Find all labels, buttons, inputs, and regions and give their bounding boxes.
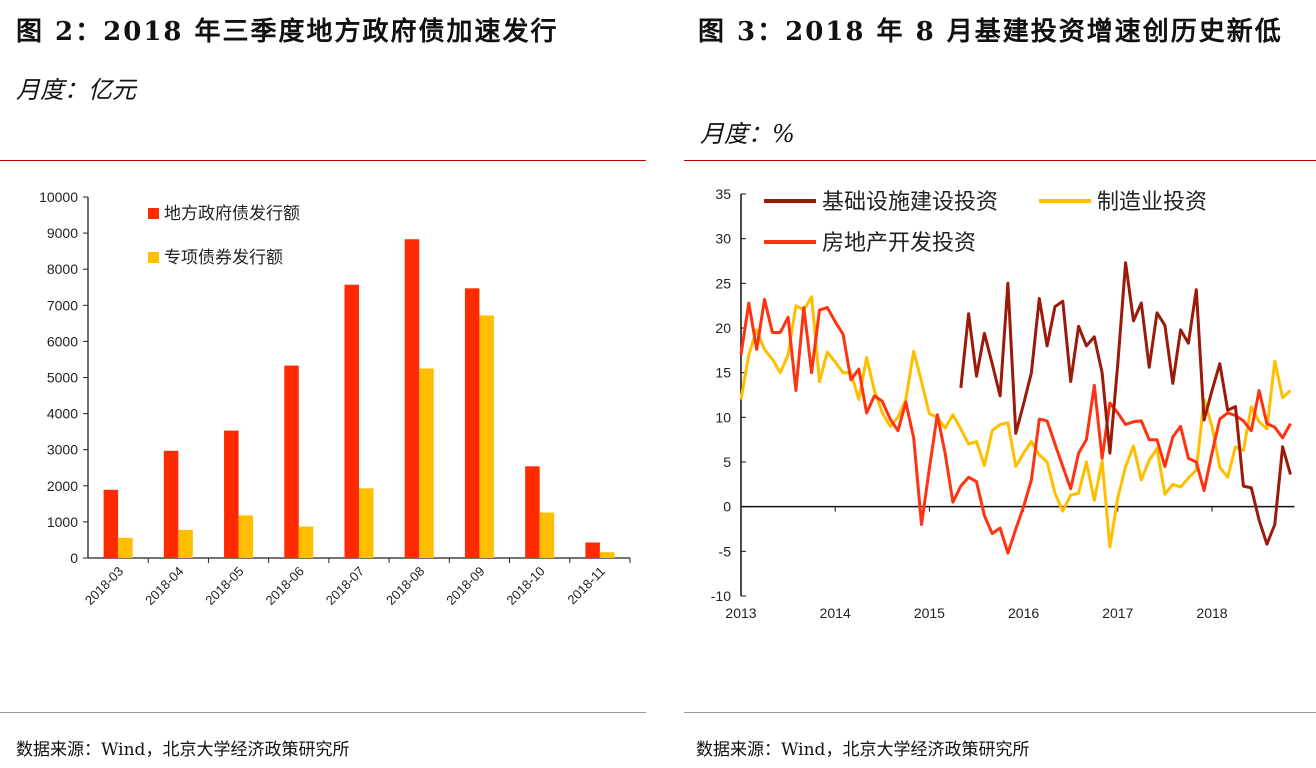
bar-local-gov-bond: [163, 450, 179, 558]
x-tick-label: 2018-08: [383, 564, 427, 608]
bar-special-bond: [539, 512, 555, 558]
bar-local-gov-bond: [344, 284, 359, 558]
bar-local-gov-bond: [103, 489, 119, 558]
y-tick-label: 2000: [47, 478, 78, 494]
figure-source: 数据来源：Wind，北京大学经济政策研究所: [16, 740, 350, 760]
x-tick-label: 2018-09: [443, 564, 487, 608]
bar-special-bond: [359, 488, 374, 558]
x-tick-label: 2018-04: [142, 564, 186, 608]
y-tick-label: 35: [715, 186, 731, 202]
x-tick-label: 2015: [914, 605, 945, 621]
line-chart: -10 -5 0 5 10 15 20 25 30 35 2013 2014 2015 2016 2017 2…: [711, 186, 1295, 621]
y-tick-label: 3000: [47, 442, 78, 458]
bar-special-bond: [118, 537, 133, 558]
y-tick-label: 0: [70, 550, 78, 566]
bar-local-gov-bond: [284, 365, 299, 558]
bar-special-bond: [238, 515, 254, 558]
figure-title: 图 3：2018 年 8 月基建投资增速创历史新低: [698, 17, 1283, 47]
y-tick-label: 5: [723, 454, 731, 470]
y-tick-label: 5000: [47, 370, 78, 386]
legend-label: 基础设施建设投资: [822, 189, 998, 214]
x-tick-label: 2017: [1102, 605, 1133, 621]
y-tick-label: 7000: [47, 297, 78, 313]
y-tick-label: 30: [715, 231, 731, 247]
bar-local-gov-bond: [585, 542, 600, 558]
legend-label: 地方政府债发行额: [164, 204, 300, 223]
y-tick-label: 20: [715, 320, 731, 336]
x-tick-label: 2018-05: [202, 564, 246, 608]
x-tick-label: 2018-11: [564, 564, 608, 608]
y-tick-label: -10: [711, 588, 731, 604]
x-tick-label: 2018-06: [263, 564, 307, 608]
series-line: [739, 297, 1292, 555]
bar-special-bond: [178, 529, 193, 558]
x-tick-label: 2014: [820, 605, 851, 621]
x-tick-label: 2016: [1008, 605, 1039, 621]
source-divider: [684, 712, 1316, 713]
bar-special-bond: [298, 526, 314, 558]
figure-source: 数据来源：Wind，北京大学经济政策研究所: [696, 740, 1030, 760]
source-divider: [0, 712, 646, 713]
x-tick-label: 2013: [725, 605, 756, 621]
y-tick-label: 0: [723, 499, 731, 515]
bar-local-gov-bond: [525, 466, 540, 558]
legend-label: 制造业投资: [1097, 189, 1207, 214]
y-tick-label: 15: [715, 365, 731, 381]
series-line: [739, 295, 1292, 549]
series-line: [959, 261, 1292, 546]
title-divider: [0, 160, 646, 161]
x-tick-label: 2018-10: [503, 564, 547, 608]
bar-special-bond: [479, 315, 494, 558]
y-tick-label: -5: [719, 543, 732, 559]
y-tick-label: 6000: [47, 333, 78, 349]
bar-special-bond: [599, 552, 615, 558]
right-figure: 图 3：2018 年 8 月基建投资增速创历史新低 月度：% -10 -5 0 5 10…: [684, 0, 1316, 768]
title-divider: [684, 160, 1316, 161]
bar-local-gov-bond: [224, 430, 239, 558]
y-tick-label: 1000: [47, 514, 78, 530]
bar-special-bond: [419, 368, 434, 558]
left-figure: 图 2：2018 年三季度地方政府债加速发行 月度：亿元 0 1000 2000 30…: [0, 0, 646, 768]
legend-swatch: [148, 208, 159, 219]
y-tick-label: 4000: [47, 406, 78, 422]
y-tick-label: 10: [715, 409, 731, 425]
bar-local-gov-bond: [404, 239, 420, 558]
legend-swatch: [148, 252, 159, 263]
figure-unit: 月度：%: [700, 120, 795, 148]
legend-label: 房地产开发投资: [822, 230, 976, 255]
x-tick-label: 2018-07: [323, 564, 367, 608]
x-tick-label: 2018: [1196, 605, 1227, 621]
x-tick-label: 2018-03: [82, 564, 126, 608]
y-tick-label: 9000: [47, 225, 78, 241]
legend-label: 专项债券发行额: [164, 248, 283, 267]
figure-unit: 月度：亿元: [16, 76, 136, 104]
bar-chart: 0 1000 2000 3000 4000 5000 6000 7000 8000 9000 100…: [39, 189, 631, 608]
y-tick-label: 8000: [47, 261, 78, 277]
figure-title: 图 2：2018 年三季度地方政府债加速发行: [16, 17, 559, 47]
y-tick-label: 10000: [39, 189, 78, 205]
y-tick-label: 25: [715, 275, 731, 291]
bar-local-gov-bond: [464, 288, 480, 558]
